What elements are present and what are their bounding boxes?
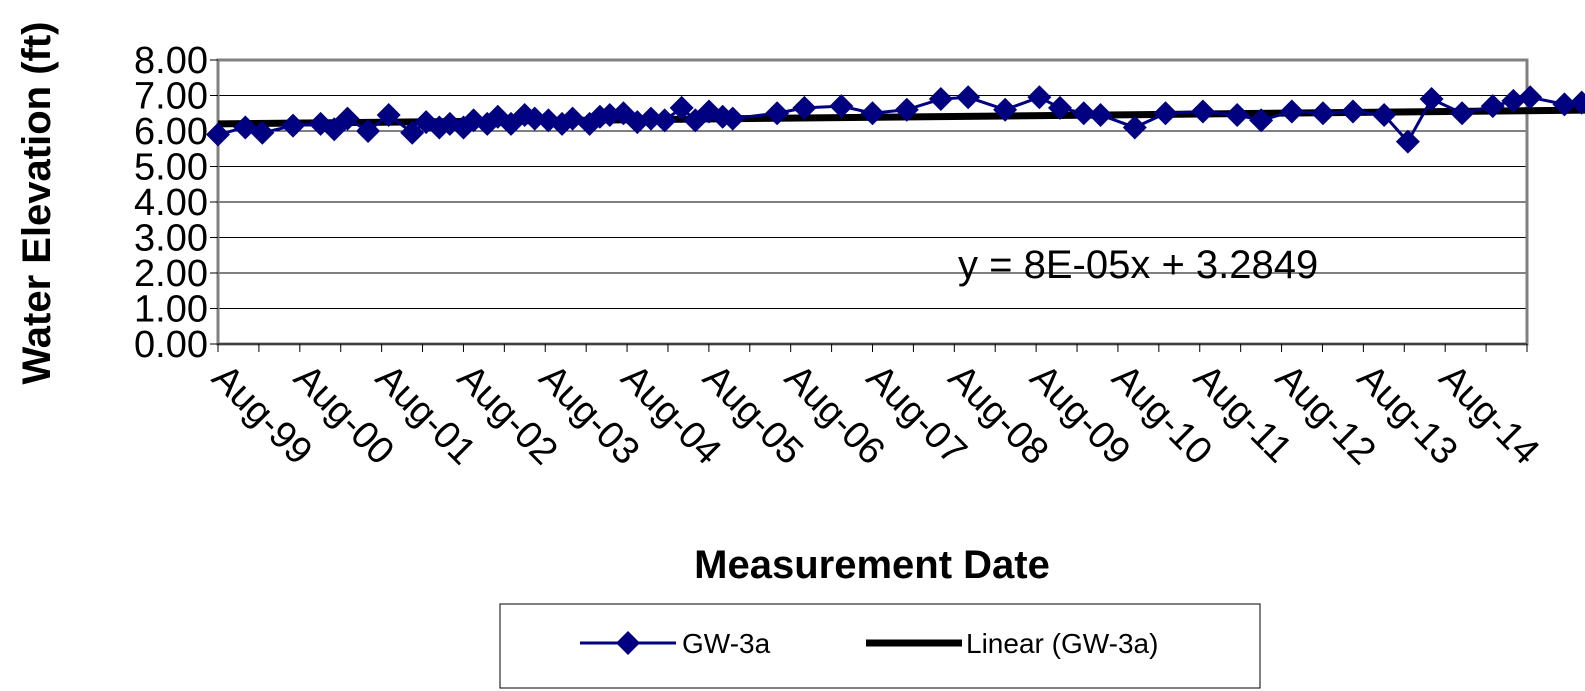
data-point-marker — [322, 117, 347, 142]
data-point-marker — [1372, 103, 1397, 128]
y-tick-label: 0.00 — [134, 324, 208, 366]
data-point-marker — [956, 85, 981, 110]
data-point-marker — [1480, 94, 1505, 119]
y-tick-label: 2.00 — [134, 253, 208, 295]
data-point-marker — [1249, 108, 1274, 133]
data-point-marker — [860, 101, 885, 126]
data-point-marker — [1190, 99, 1215, 124]
data-point-marker — [536, 108, 561, 133]
data-point-marker — [1088, 103, 1113, 128]
data-point-marker — [1569, 90, 1585, 115]
legend-series-label: GW-3a — [682, 628, 771, 659]
data-point-marker — [1552, 92, 1577, 117]
series-layer — [206, 85, 1585, 154]
data-point-marker — [1450, 101, 1475, 126]
y-tick-label: 8.00 — [134, 40, 208, 82]
data-point-marker — [206, 122, 230, 147]
data-point-marker — [765, 101, 790, 126]
data-point-marker — [1027, 85, 1052, 110]
legend: GW-3a Linear (GW-3a) — [499, 603, 1261, 689]
y-tick-label: 7.00 — [134, 76, 208, 118]
data-point-marker — [1310, 101, 1335, 126]
data-point-marker — [829, 94, 854, 119]
data-point-marker — [1047, 95, 1072, 120]
trendline-equation: y = 8E-05x + 3.2849 — [958, 243, 1318, 287]
data-point-marker — [1122, 115, 1147, 140]
data-point-marker — [928, 87, 953, 112]
data-point-marker — [1340, 99, 1365, 124]
data-point-marker — [461, 108, 486, 133]
x-axis-title: Measurement Date — [694, 543, 1050, 587]
data-point-marker — [400, 120, 425, 145]
data-point-marker — [669, 95, 694, 120]
y-tick-label: 5.00 — [134, 147, 208, 189]
data-point-marker — [335, 106, 360, 131]
y-tick-label: 3.00 — [134, 218, 208, 260]
data-point-marker — [1395, 129, 1420, 154]
data-point-marker — [1279, 99, 1304, 124]
data-point-marker — [1225, 103, 1250, 128]
y-axis-ticks: 0.001.002.003.004.005.006.007.008.00 — [134, 40, 218, 366]
data-point-marker — [1518, 85, 1543, 110]
data-point-marker — [356, 119, 381, 143]
data-point-marker — [993, 97, 1018, 122]
data-point-marker — [1419, 87, 1444, 112]
data-point-marker — [720, 106, 745, 131]
data-point-marker — [1071, 101, 1096, 126]
y-tick-label: 6.00 — [134, 111, 208, 153]
data-point-marker — [281, 113, 306, 138]
data-point-marker — [1153, 101, 1178, 126]
data-point-marker — [894, 97, 919, 122]
data-point-marker — [376, 103, 401, 128]
y-tick-label: 1.00 — [134, 289, 208, 331]
legend-diamond-marker — [616, 631, 640, 655]
data-point-marker — [792, 95, 817, 120]
data-point-marker — [1501, 88, 1526, 113]
data-point-marker — [250, 120, 275, 145]
x-axis-ticks: Aug-99Aug-00Aug-01Aug-02Aug-03Aug-04Aug-… — [204, 343, 1547, 473]
y-tick-label: 4.00 — [134, 182, 208, 224]
data-point-marker — [652, 108, 677, 133]
y-axis-title: Water Elevation (ft) — [15, 22, 59, 385]
legend-trendline-label: Linear (GW-3a) — [966, 628, 1158, 659]
